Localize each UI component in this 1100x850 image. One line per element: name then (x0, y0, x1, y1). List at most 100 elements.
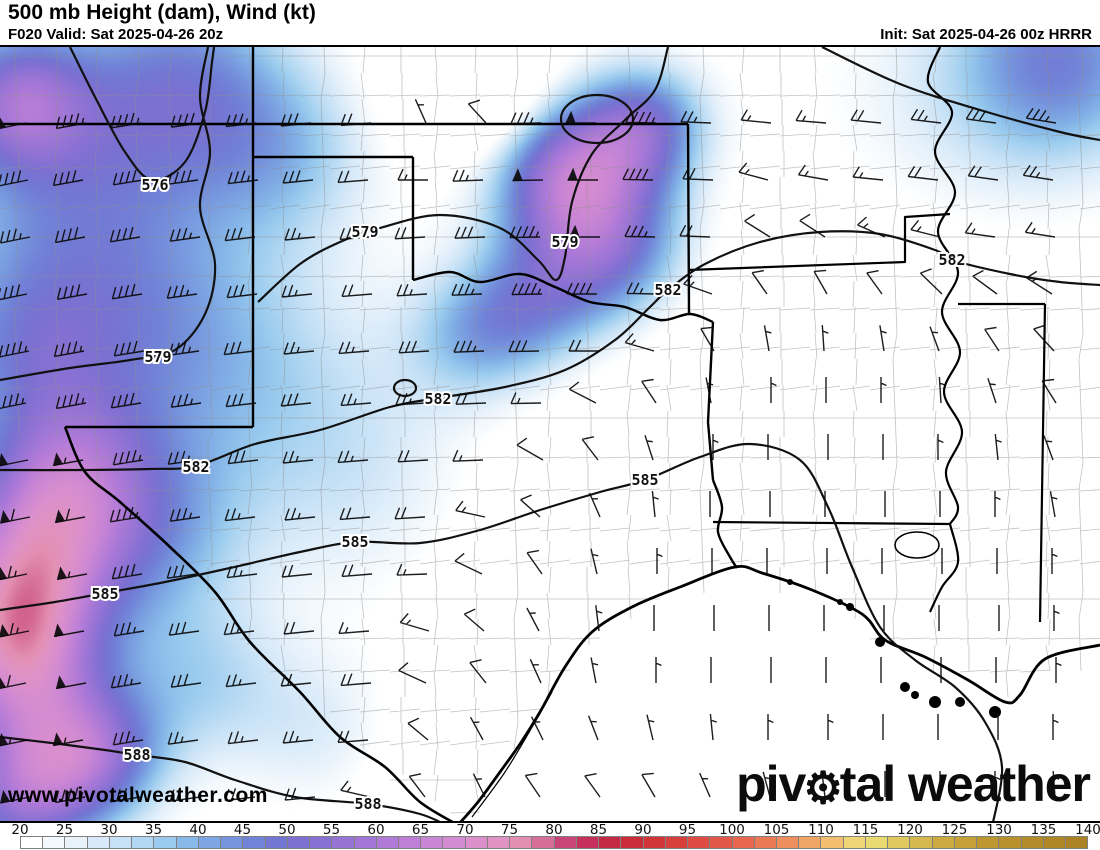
colorbar-cell (665, 836, 689, 849)
colorbar-cell (510, 836, 533, 849)
colorbar-cell (354, 836, 377, 849)
wind-barbs (0, 99, 1062, 804)
colorbar-cell (332, 836, 355, 849)
barrier-island (471, 691, 553, 818)
brand-logo-right: tal weather (839, 756, 1091, 812)
colorbar-tick-label: 85 (589, 822, 608, 838)
colorbar-tick-label: 25 (55, 822, 74, 838)
contour-label: 582 (424, 390, 451, 408)
colorbar-cell (43, 836, 66, 849)
colorbar-cell (621, 836, 644, 849)
colorbar-tick-label: 95 (678, 822, 697, 838)
contour-label: 588 (123, 746, 150, 764)
header: 500 mb Height (dam), Wind (kt) F020 Vali… (0, 0, 1100, 45)
colorbar-cell (87, 836, 110, 849)
colorbar-cell (310, 836, 333, 849)
height-contour (0, 230, 1100, 472)
height-contour (559, 93, 635, 145)
colorbar-cell (865, 836, 889, 849)
coastal-marsh (837, 599, 843, 605)
colorbar-tick-label: 120 (897, 822, 923, 838)
colorbar-ticks: 20 25 30 35 40 45 50 55 60 65 70 75 80 85 90 95 100 105 11… (0, 822, 1100, 838)
colorbar-cell (132, 836, 155, 849)
colorbar-cell (599, 836, 622, 849)
colorbar-cell (888, 836, 911, 849)
colorbar-cell (688, 836, 711, 849)
colorbar-cell (487, 836, 511, 849)
colorbar-cell (643, 836, 666, 849)
state-border (1038, 303, 1047, 623)
colorbar-cell (532, 836, 555, 849)
state-border (686, 123, 691, 315)
colorbar-cell (821, 836, 844, 849)
colorbar-cell (376, 836, 399, 849)
colorbar-cell (710, 836, 733, 849)
colorbar-tick-label: 100 (719, 822, 745, 838)
colorbar-cell (1043, 836, 1067, 849)
colorbar-cell (843, 836, 866, 849)
watermark: www.pivotalweather.com (8, 784, 268, 807)
colorbar-cell (465, 836, 488, 849)
colorbar-tick-label: 60 (367, 822, 385, 838)
colorbar-cell (398, 836, 422, 849)
colorbar-cell (154, 836, 177, 849)
colorbar-tick-label: 90 (634, 822, 652, 838)
colorbar-cell (1066, 836, 1089, 849)
state-border (412, 270, 714, 324)
colorbar-cell (799, 836, 822, 849)
colorbar-tick-label: 65 (411, 822, 430, 838)
contour-label: 585 (631, 471, 658, 489)
colorbar-cell (109, 836, 133, 849)
contour-label: 582 (182, 458, 209, 476)
colorbar-tick-label: 70 (456, 822, 474, 838)
height-contour (257, 47, 670, 303)
rio-grande-river (63, 426, 454, 821)
map-region: 576 579 579 579 582 582 582 582 585 585 585 588 588 … (0, 45, 1100, 823)
colorbar-cell (554, 836, 577, 849)
height-contour (0, 47, 217, 382)
colorbar-cell (576, 836, 600, 849)
colorbar-tick-label: 50 (278, 822, 296, 838)
colorbar-cell (443, 836, 466, 849)
colorbar-tick-label: 105 (763, 822, 790, 838)
colorbar-tick-label: 135 (1030, 822, 1057, 838)
valid-time-label: F020 Valid: Sat 2025-04-26 20z (8, 26, 224, 43)
colorbar-cell (754, 836, 777, 849)
colorbar-cell (999, 836, 1022, 849)
coastal-marsh (900, 682, 910, 692)
contour-label: 579 (144, 348, 171, 366)
colorbar-tick-label: 130 (986, 822, 1012, 838)
state-border (929, 523, 960, 613)
colorbar-cell (20, 836, 44, 849)
colorbar-cell (776, 836, 800, 849)
colorbar-cell (954, 836, 978, 849)
contour-label: 579 (551, 233, 578, 251)
colorbar-tick-label: 140 (1075, 822, 1100, 838)
state-border (712, 520, 951, 526)
lake-pontchartrain (894, 531, 940, 559)
contour-label: 582 (654, 281, 681, 299)
state-border (706, 321, 715, 481)
contour-label: 585 (91, 585, 118, 603)
height-contour (0, 442, 1004, 821)
colorbar-tick-label: 45 (233, 822, 252, 838)
state-border (711, 479, 738, 569)
colorbar-cell (1021, 836, 1044, 849)
colorbar-cell (243, 836, 266, 849)
colorbar-tick-label: 20 (11, 822, 29, 838)
contour-label: 588 (354, 795, 381, 813)
colorbar-cell (198, 836, 222, 849)
coastal-marsh (846, 603, 854, 611)
coastal-marsh (929, 696, 941, 708)
init-time-label: Init: Sat 2025-04-26 00z HRRR (880, 26, 1092, 43)
coastline (459, 565, 1100, 821)
gear-icon: ⚙ (803, 764, 842, 813)
brand-logo-left: piv (736, 756, 806, 812)
colorbar: 20 25 30 35 40 45 50 55 60 65 70 75 80 85 90 95 100 105 11… (0, 822, 1100, 850)
height-contour (392, 378, 418, 398)
colorbar-tick-label: 30 (100, 822, 118, 838)
colorbar-cell (932, 836, 955, 849)
contour-label: 576 (141, 176, 168, 194)
coastal-marsh (787, 579, 793, 585)
